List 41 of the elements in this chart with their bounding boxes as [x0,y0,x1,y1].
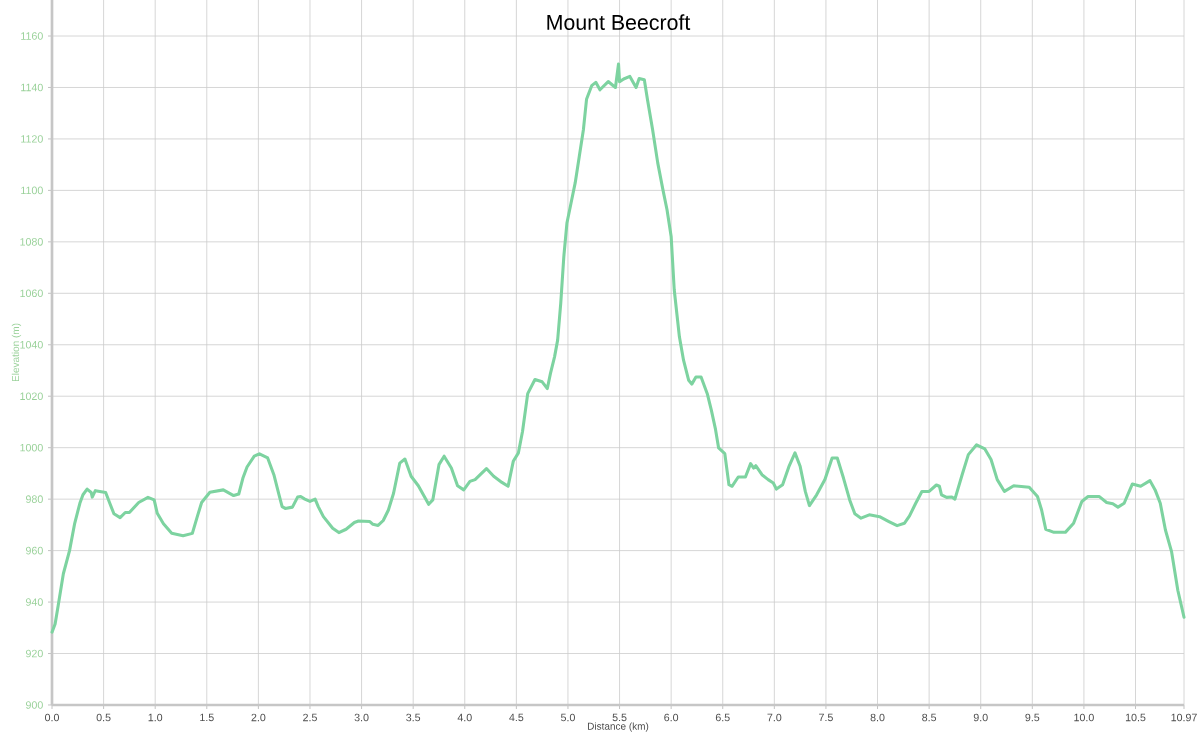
y-tick-label: 1060 [20,289,43,298]
x-tick-label: 6.0 [664,713,679,722]
x-tick-label: 10.0 [1074,713,1094,722]
x-tick-label: 1.0 [148,713,163,722]
y-tick-label: 940 [26,598,43,606]
y-tick-label: 1000 [20,443,43,452]
y-tick-label: 1140 [21,83,43,92]
x-tick-label: 0.5 [96,713,111,722]
x-tick-label: 4.0 [457,713,472,722]
x-tick-label: 0.0 [45,713,60,722]
text: Mount Beecroft [547,14,691,30]
y-tick-label: 900 [26,701,43,709]
x-tick-label: 7.0 [767,713,782,722]
x-tick-label: 10.5 [1125,713,1146,722]
y-tick-label: 980 [26,495,43,503]
x-tick-label: 5.0 [560,713,575,722]
y-tick-label: 1120 [21,135,43,143]
x-tick-label: 6.5 [715,713,730,722]
x-tick-label: 9.5 [1025,713,1040,722]
x-tick-label: 9.0 [973,713,988,722]
x-tick-label: 3.5 [406,713,421,722]
y-axis-title: Elevation (m) [11,323,22,382]
y-tick-label: 1040 [20,341,43,349]
x-tick-label: 1.5 [200,713,214,722]
x-tick-label: 2.5 [303,713,317,722]
x-tick-label: 4.5 [509,713,524,722]
x-tick-label: 3.0 [354,713,369,722]
y-tick-label: 1160 [21,32,43,40]
x-tick-label: 5.5 [612,713,627,722]
x-tick-label: 2.0 [251,713,266,722]
y-tick-label: 1100 [21,186,43,195]
y-tick-label: 1080 [20,238,43,246]
y-tick-label: 920 [26,649,43,658]
x-tick-label: 8.5 [922,713,937,722]
y-tick-label: 1020 [20,392,43,400]
x-tick-label: 10.97 [1171,713,1197,722]
line-series [50,62,1186,634]
x-tick-label: 8.0 [870,713,885,722]
x-tick-label: 7.5 [819,713,833,722]
y-tick-label: 960 [26,546,43,555]
x-axis-title: Distance (km) [587,722,649,732]
